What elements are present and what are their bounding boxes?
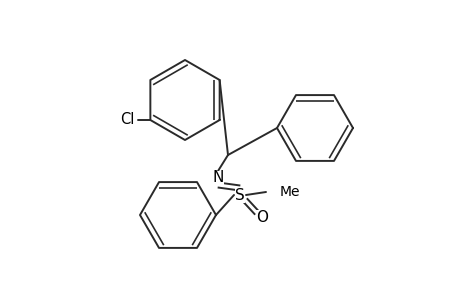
Text: Me: Me [280, 185, 300, 199]
Text: O: O [256, 211, 268, 226]
Text: S: S [235, 188, 244, 202]
Text: N: N [212, 170, 223, 185]
Text: Cl: Cl [120, 112, 134, 128]
